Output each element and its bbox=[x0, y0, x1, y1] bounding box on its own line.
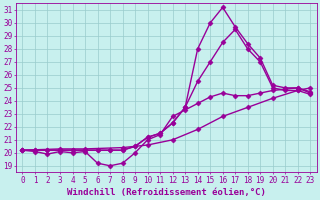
X-axis label: Windchill (Refroidissement éolien,°C): Windchill (Refroidissement éolien,°C) bbox=[67, 188, 266, 197]
